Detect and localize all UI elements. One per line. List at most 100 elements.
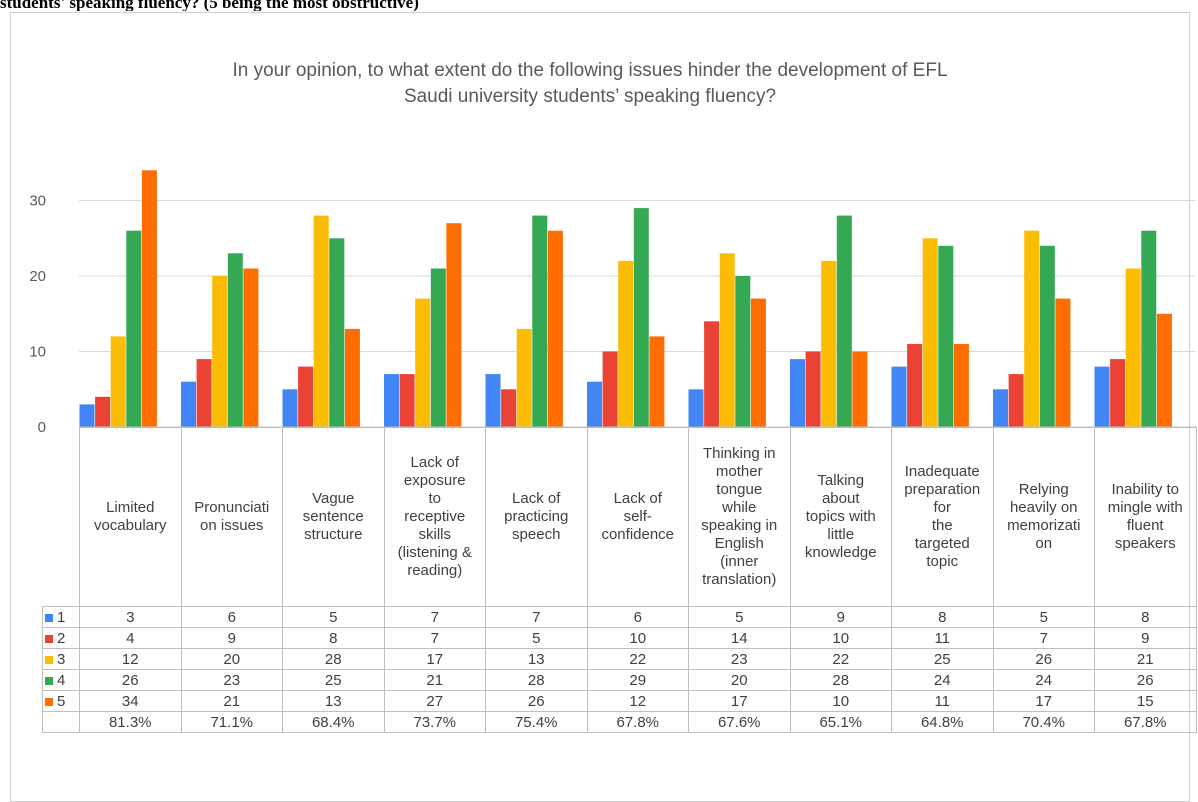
bar-series-3-cat-5 — [516, 328, 532, 427]
table-cell: 22 — [789, 648, 892, 670]
bar-series-2-cat-11 — [1110, 359, 1126, 428]
bar-series-2-cat-7 — [704, 321, 720, 427]
table-cell: 6 — [586, 606, 689, 628]
table-cell: 23 — [180, 669, 283, 691]
table-cell: 5 — [485, 627, 588, 649]
table-cell: 17 — [688, 690, 791, 712]
table-cell: 24 — [992, 669, 1095, 691]
table-cell: 9 — [180, 627, 283, 649]
chart-title-line-1: In your opinion, to what extent do the f… — [232, 60, 948, 81]
bar-series-2-cat-9 — [907, 343, 923, 427]
bar-series-2-cat-8 — [805, 351, 821, 427]
category-label: Talking about topics with little knowledge — [789, 427, 892, 607]
table-cell: 9 — [789, 606, 892, 628]
bar-series-3-cat-4 — [415, 298, 431, 427]
table-row-series-4: 4 26 23 25 21 28 29 20 28 24 24 26 — [42, 669, 1197, 691]
bar-series-3-cat-1 — [110, 336, 126, 427]
table-cell: 7 — [485, 606, 588, 628]
chart-title-line-2: Saudi university students’ speaking flue… — [403, 86, 777, 107]
legend-label: 4 — [57, 671, 66, 689]
table-cell: 20 — [180, 648, 283, 670]
table-cell: 9 — [1094, 627, 1197, 649]
bar-series-4-cat-2 — [227, 253, 243, 427]
table-cell: 7 — [992, 627, 1095, 649]
table-cell: 10 — [586, 627, 689, 649]
table-row-series-5: 5 34 21 13 27 26 12 17 10 11 17 15 — [42, 690, 1197, 712]
bar-series-1-cat-11 — [1094, 366, 1110, 427]
table-cell: 7 — [383, 606, 486, 628]
table-cell: 25 — [282, 669, 385, 691]
table-cell: 29 — [586, 669, 689, 691]
category-label-text: Lack of exposure to receptive skills (listeni… — [397, 454, 472, 579]
bar-series-3-cat-3 — [313, 215, 329, 427]
percent-cell: 73.7% — [383, 711, 486, 733]
category-label-text: Inadequate preparation for the targeted topic — [904, 463, 981, 570]
figure-caption: students' speaking fluency? (5 being the… — [0, 0, 419, 11]
percent-cell: 67.6% — [688, 711, 791, 733]
legend-key: 5 — [42, 690, 80, 712]
table-cell: 6 — [180, 606, 283, 628]
table-cell: 26 — [79, 669, 182, 691]
bar-series-2-cat-2 — [196, 359, 212, 428]
bar-series-4-cat-9 — [938, 245, 954, 427]
category-label: Lack of exposure to receptive skills (listeni… — [383, 427, 486, 607]
table-cell-empty — [42, 711, 80, 733]
bar-series-3-cat-10 — [1024, 230, 1040, 427]
bar-series-5-cat-3 — [344, 328, 360, 427]
bar-series-1-cat-6 — [587, 381, 602, 427]
bar-series-1-cat-4 — [384, 374, 399, 427]
table-cell: 28 — [789, 669, 892, 691]
bar-series-4-cat-1 — [126, 230, 142, 427]
category-label-text: Thinking in mother tongue while speaking in E… — [701, 445, 778, 588]
category-label: Relying heavily on memorizati on — [992, 427, 1095, 607]
percent-cell: 71.1% — [180, 711, 283, 733]
bar-series-5-cat-2 — [243, 268, 259, 427]
category-label-text: Relying heavily on memorizati on — [1007, 481, 1081, 552]
table-cell: 14 — [688, 627, 791, 649]
bar-series-1-cat-7 — [688, 389, 704, 428]
percent-cell: 70.4% — [992, 711, 1095, 733]
legend-key: 4 — [42, 669, 80, 691]
category-label: Lack of self-confidence — [586, 427, 689, 607]
bar-series-2-cat-3 — [298, 366, 314, 427]
y-tick-label: 30 — [29, 193, 46, 210]
y-tick-label: 20 — [29, 268, 46, 285]
percent-cell: 68.4% — [282, 711, 385, 733]
table-cell: 22 — [586, 648, 689, 670]
table-cell: 24 — [891, 669, 994, 691]
table-cell: 21 — [1094, 648, 1197, 670]
data-table: Limited vocabulary Pronunciati on issues Vag… — [42, 427, 1197, 733]
table-row-series-2: 2 4 9 8 7 5 10 14 10 11 7 9 — [42, 627, 1197, 649]
percent-cell: 65.1% — [789, 711, 892, 733]
legend-key: 2 — [42, 627, 80, 649]
table-cell: 11 — [891, 627, 994, 649]
bar-series-5-cat-5 — [547, 230, 563, 427]
bar-series-3-cat-11 — [1125, 268, 1141, 427]
bar-series-4-cat-7 — [735, 276, 751, 427]
bar-series-4-cat-4 — [430, 268, 446, 427]
table-row-percent: 81.3% 71.1% 68.4% 73.7% 75.4% 67.8% 67.6% 65.1%… — [42, 711, 1197, 733]
category-label-text: Lack of practicing speech — [504, 490, 569, 543]
table-cell: 28 — [485, 669, 588, 691]
bar-series-3-cat-7 — [719, 253, 735, 427]
category-row: Limited vocabulary Pronunciati on issues Vag… — [42, 427, 1197, 607]
table-cell: 26 — [485, 690, 588, 712]
bar-series-1-cat-3 — [282, 389, 298, 428]
table-cell: 21 — [383, 669, 486, 691]
table-cell: 8 — [1094, 606, 1197, 628]
percent-cell: 75.4% — [485, 711, 588, 733]
percent-cell: 64.8% — [891, 711, 994, 733]
table-cell: 27 — [383, 690, 486, 712]
legend-label: 2 — [57, 629, 66, 647]
bar-series-5-cat-10 — [1055, 298, 1071, 427]
bar-series-4-cat-10 — [1039, 245, 1055, 427]
category-label-text: Inability to mingle with fluent speakers — [1107, 481, 1183, 552]
category-label-text: Talking about topics with little knowledge — [804, 472, 877, 561]
legend-swatch — [45, 655, 53, 664]
percent-cell: 67.8% — [586, 711, 689, 733]
table-cell: 7 — [383, 627, 486, 649]
table-cell: 3 — [79, 606, 182, 628]
bar-series-5-cat-7 — [750, 298, 766, 427]
bar-series-5-cat-4 — [446, 223, 462, 427]
bar-series-3-cat-8 — [821, 260, 837, 427]
